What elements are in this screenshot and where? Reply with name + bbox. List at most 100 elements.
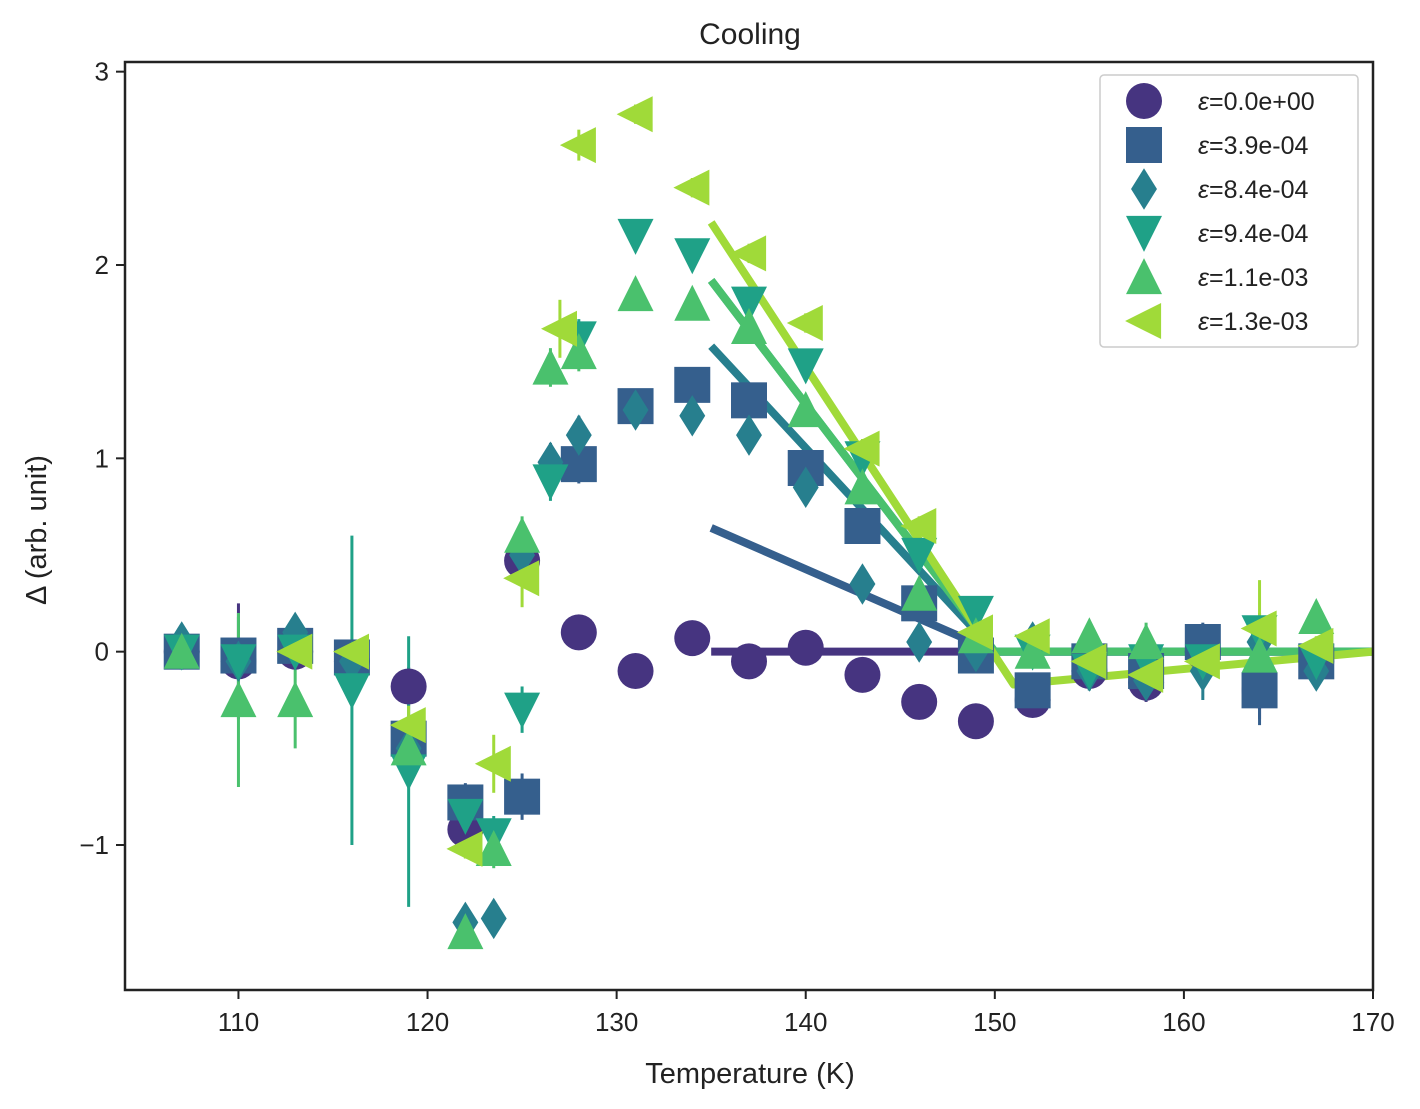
legend-marker [1125,303,1162,339]
data-point [1014,632,1051,669]
data-point [622,389,649,431]
data-point [787,629,824,666]
legend-label: ε=1.3e-03 [1198,308,1308,336]
data-point [163,632,200,669]
data-point [901,574,938,611]
data-point [617,218,654,255]
chart-title: Cooling [699,18,801,51]
data-point [447,913,484,950]
data-point [560,614,597,651]
data-point [849,563,876,605]
legend-label-symbol: ε [1198,88,1210,116]
data-point [901,683,938,720]
data-point [731,382,767,419]
data-point [532,464,569,501]
data-point [731,307,767,344]
y-tick-label: 2 [95,250,109,280]
y-axis-label: Δ (arb. unit) [21,455,53,605]
legend-label-symbol: ε [1198,176,1210,204]
x-tick-label: 120 [406,1007,449,1037]
data-point [1127,656,1164,693]
data-point [1241,636,1278,673]
x-axis-label: Temperature (K) [645,1058,855,1090]
y-axis-ticks: −1 0 1 2 3 [79,57,125,860]
data-point [844,656,881,693]
data-point [1298,597,1335,634]
data-point [1240,610,1277,647]
legend-label: ε=8.4e-04 [1198,176,1308,204]
y-tick-label: 0 [95,637,109,667]
data-point [504,778,541,815]
x-tick-label: 130 [595,1007,638,1037]
data-point [541,310,578,347]
legend-label: ε=9.4e-04 [1198,220,1308,248]
data-point [447,798,484,835]
data-point [731,643,767,680]
data-point [787,348,824,385]
data-point [220,644,257,681]
data-point [560,333,597,370]
legend-label: ε=3.9e-04 [1198,132,1308,160]
data-point [617,275,654,312]
data-point [503,560,540,597]
data-point [504,692,541,729]
data-point [900,508,937,544]
data-point [957,614,994,651]
data-point [220,681,257,718]
legend-marker [1126,215,1162,252]
data-point [333,633,370,670]
data-point [674,620,711,657]
data-point [957,595,994,632]
data-point [957,703,994,740]
data-point [616,96,653,133]
data-point [1183,643,1220,680]
legend-label-value: =8.4e-04 [1209,176,1308,204]
data-point [282,611,309,654]
legend-marker [1131,168,1157,210]
data-point [1014,672,1051,709]
legend-marker [1126,83,1162,119]
data-point [1128,623,1165,660]
data-point [679,395,706,437]
y-tick-label: −1 [79,830,109,860]
data-point [1070,643,1107,680]
y-tick-label: 1 [95,443,109,473]
data-point [559,127,596,164]
data-point [1297,627,1334,664]
y-tick-label: 3 [95,57,109,87]
legend-label: ε=1.1e-03 [1198,264,1308,292]
data-point [674,284,711,321]
legend-label-value: =9.4e-04 [1209,220,1308,248]
data-point [1013,618,1050,655]
legend-label-value: =1.1e-03 [1209,264,1308,292]
legend-label-value: =0.0e+00 [1209,88,1315,116]
data-point [844,508,881,544]
data-point [504,516,541,553]
data-point [532,348,569,385]
legend-label-value: =1.3e-03 [1209,308,1308,336]
legend-marker [1126,258,1162,295]
data-point [565,414,592,456]
x-axis-ticks: 110 120 130 140 150 160 170 [218,990,1395,1037]
legend-label-symbol: ε [1198,132,1210,160]
data-point [390,668,427,705]
data-point [277,681,314,718]
legend-box [1099,74,1359,348]
data-point [843,430,880,467]
data-point [792,466,819,509]
data-point [906,621,933,663]
data-point [786,305,823,341]
x-tick-label: 140 [784,1007,827,1037]
data-point [480,897,507,940]
data-point [338,640,365,683]
legend: ε=0.0e+00ε=3.9e-04ε=8.4e-04ε=9.4e-04ε=1.… [1099,74,1359,348]
legend-label-value: =3.9e-04 [1209,132,1308,160]
data-point [1241,672,1278,709]
data-point [475,829,512,866]
data-point [844,468,881,505]
data-point [787,391,824,428]
x-tick-label: 110 [218,1007,259,1037]
legend-label: ε=0.0e+00 [1198,88,1315,116]
data-point [617,653,654,689]
